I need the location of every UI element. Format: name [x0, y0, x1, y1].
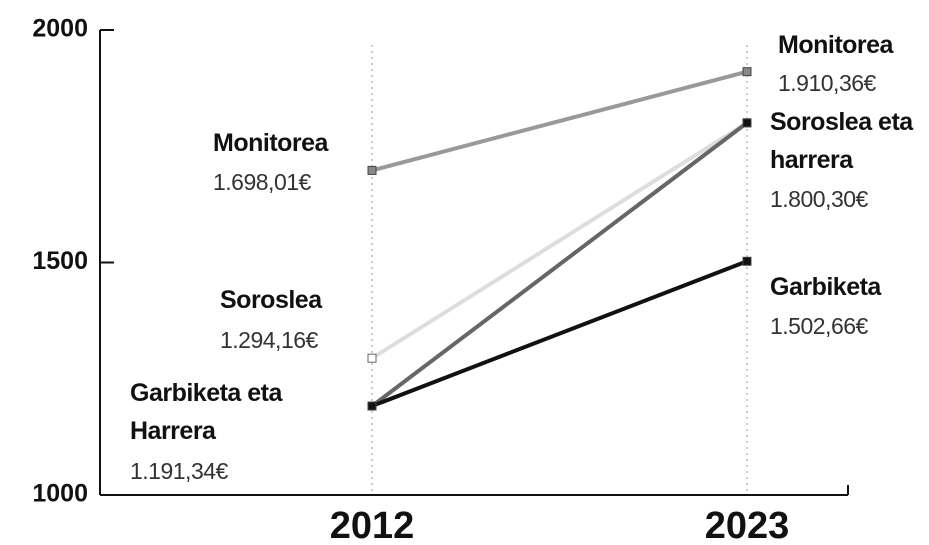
point-name: Monitorea	[778, 31, 893, 59]
point-name: Soroslea	[220, 286, 322, 314]
y-tick-label: 2000	[32, 15, 88, 43]
value-label: 1.800,30€	[770, 186, 868, 212]
point-marker	[367, 165, 377, 175]
point-marker	[742, 67, 752, 77]
point-marker	[742, 256, 752, 266]
point-name: Garbiketa eta Harrera	[130, 379, 282, 445]
point-marker	[367, 401, 377, 411]
value-label: 1.294,16€	[220, 327, 318, 353]
x-tick-label: 2023	[705, 505, 790, 545]
point-marker	[367, 353, 377, 363]
point-marker	[742, 118, 752, 128]
series-line	[370, 121, 749, 408]
value-label: 1.910,36€	[778, 70, 876, 96]
series-line	[370, 121, 749, 360]
point-name: Soroslea eta harrera	[770, 108, 913, 174]
point-name: Monitorea	[213, 129, 328, 157]
x-tick-label: 2012	[330, 505, 415, 545]
value-label: 1.502,66€	[770, 313, 868, 339]
series-line	[371, 69, 748, 173]
value-label: 1.191,34€	[130, 458, 228, 484]
y-tick-label: 1500	[32, 247, 88, 275]
value-label: 1.698,01€	[213, 169, 311, 195]
series-line	[371, 259, 748, 408]
y-tick-label: 1000	[32, 480, 88, 508]
point-name: Garbiketa	[770, 273, 881, 301]
